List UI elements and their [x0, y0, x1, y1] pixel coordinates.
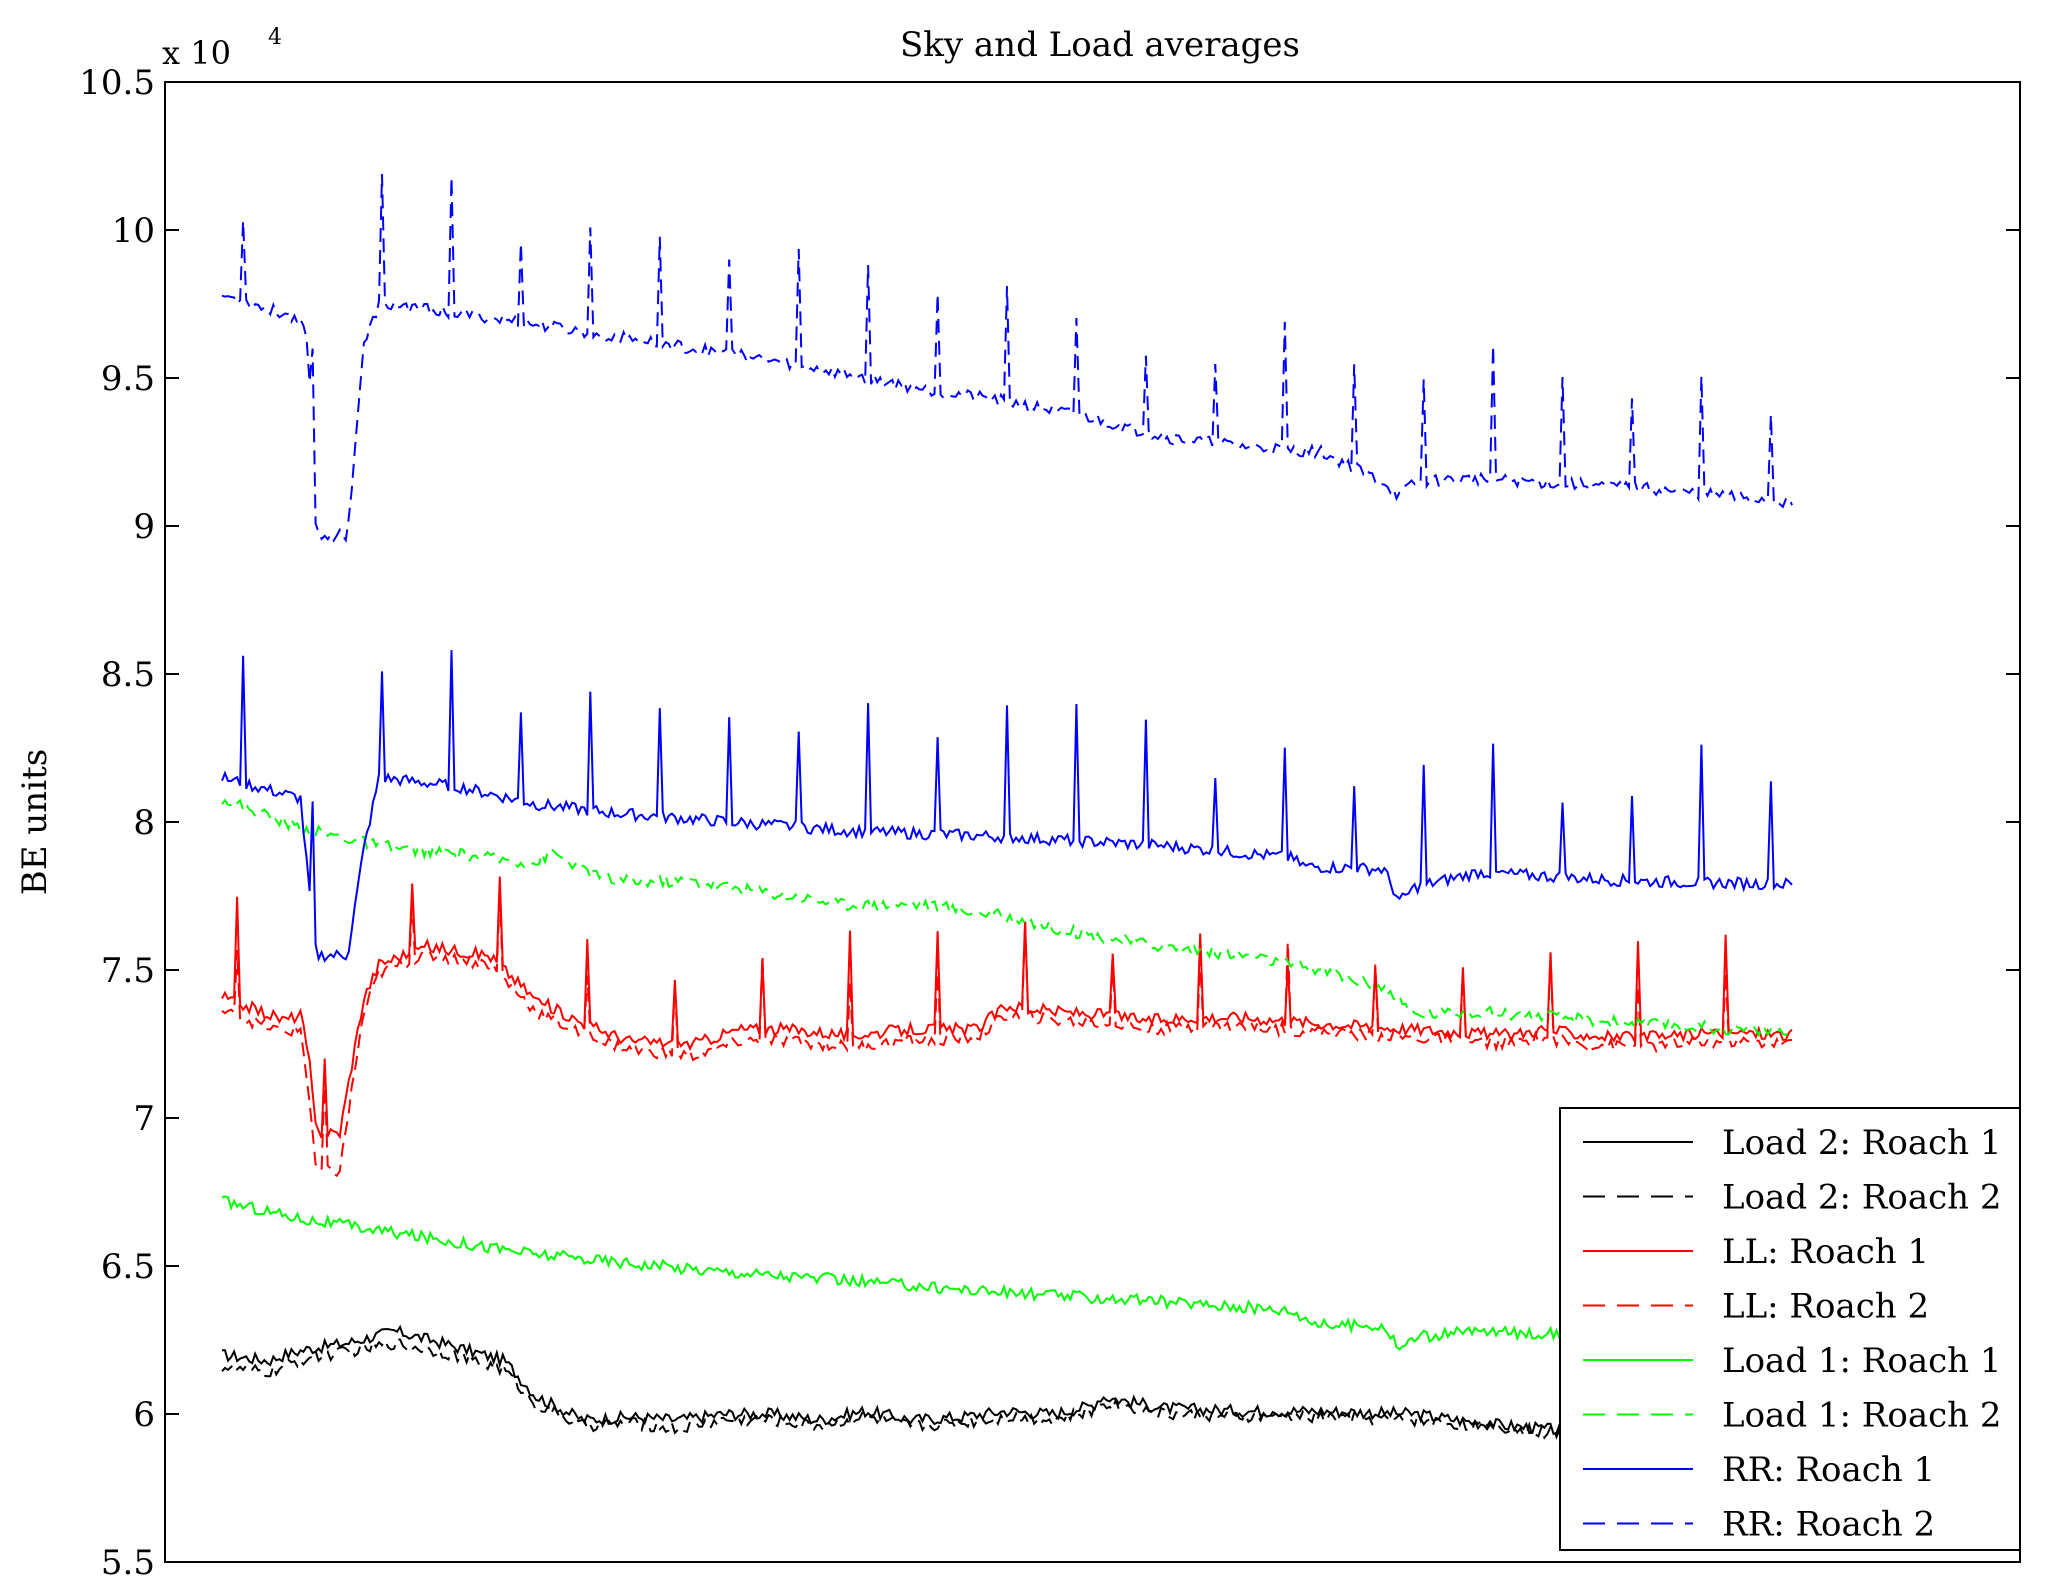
series-layer [221, 174, 1793, 1450]
plot-frame [164, 81, 2021, 1563]
legend-label: LL: Roach 1 [1722, 1232, 1929, 1272]
y-tick-label: 8.5 [101, 655, 155, 695]
series-line-5 [221, 798, 1793, 1038]
y-axis-ticks: 5.5 6 6.5 7 7.5 8 8.5 9 9.5 10 10.5 [79, 63, 2020, 1583]
legend-label: Load 2: Roach 1 [1722, 1123, 2002, 1163]
legend-label: RR: Roach 2 [1722, 1505, 1935, 1545]
series-line-7 [221, 174, 1793, 544]
y-tick-label: 8 [133, 803, 155, 843]
legend-label: Load 2: Roach 2 [1722, 1178, 2002, 1218]
series-line-3 [221, 890, 1793, 1178]
y-tick-label: 7.5 [101, 951, 155, 991]
series-line-1 [221, 1337, 1793, 1450]
y-tick-label: 9 [133, 507, 155, 547]
series-line-0 [222, 1324, 1793, 1443]
y-tick-label: 10 [112, 211, 155, 251]
chart-title: Sky and Load averages [900, 25, 1300, 65]
exponent-power: 4 [268, 25, 282, 50]
legend-label: LL: Roach 2 [1722, 1287, 1929, 1327]
legend-label: Load 1: Roach 2 [1722, 1396, 2002, 1436]
y-tick-label: 10.5 [79, 63, 155, 103]
y-tick-label: 7 [133, 1099, 155, 1139]
legend: Load 2: Roach 1 Load 2: Roach 2 LL: Roach … [1559, 1107, 2021, 1551]
legend-box [1559, 1107, 2021, 1551]
legend-label: RR: Roach 1 [1722, 1450, 1935, 1490]
y-tick-label: 5.5 [101, 1543, 155, 1583]
series-line-6 [221, 650, 1793, 963]
legend-label: Load 1: Roach 1 [1722, 1341, 2002, 1381]
exponent-base: x 10 [162, 34, 231, 72]
y-tick-label: 9.5 [101, 359, 155, 399]
series-line-4 [221, 1195, 1793, 1351]
y-axis-label: BE units [15, 749, 55, 895]
series-line-2 [221, 876, 1793, 1140]
y-tick-label: 6.5 [101, 1247, 155, 1287]
y-tick-label: 6 [133, 1395, 155, 1435]
